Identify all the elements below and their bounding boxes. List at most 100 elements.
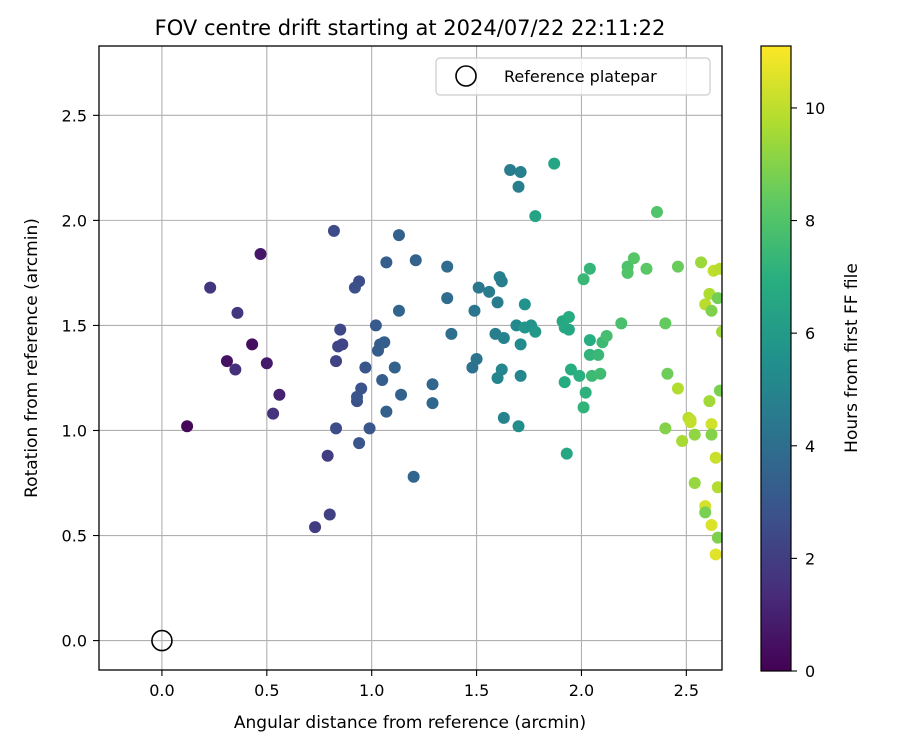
- data-point: [309, 521, 322, 534]
- data-point: [560, 447, 573, 460]
- x-tick-label: 0.5: [254, 681, 279, 700]
- data-point: [334, 323, 347, 336]
- reference-marker-layer: [151, 629, 173, 652]
- data-point: [703, 395, 716, 408]
- scatter-points: [181, 157, 722, 561]
- data-point: [330, 355, 343, 368]
- colorbar-tick-label: 10: [805, 99, 825, 118]
- data-point: [445, 327, 458, 340]
- y-tick-label: 0.0: [62, 632, 87, 651]
- x-tick-label: 1.5: [464, 681, 489, 700]
- data-point: [615, 317, 628, 330]
- data-point: [711, 531, 722, 544]
- data-point: [514, 166, 527, 179]
- chart-title: FOV centre drift starting at 2024/07/22 …: [155, 16, 666, 40]
- y-axis-label: Rotation from reference (arcmin): [22, 218, 42, 498]
- colorbar: 0 2 4 6 8 10 Hours from first FF file: [760, 45, 862, 681]
- colorbar-tick-label: 8: [805, 212, 815, 231]
- data-point: [671, 260, 684, 273]
- data-point: [321, 449, 334, 462]
- data-point: [688, 428, 701, 441]
- colorbar-tick-label: 0: [805, 662, 815, 681]
- data-point: [705, 304, 718, 317]
- colorbar-gradient: [760, 45, 792, 672]
- y-tick-label: 1.0: [62, 421, 87, 440]
- data-point: [705, 418, 718, 431]
- data-point: [181, 420, 194, 433]
- x-tick-label: 0.0: [149, 681, 174, 700]
- data-point: [514, 369, 527, 382]
- data-point: [504, 163, 517, 176]
- data-point: [392, 229, 405, 242]
- colorbar-ticks: 0 2 4 6 8 10: [791, 99, 825, 681]
- data-point: [229, 363, 242, 376]
- data-point: [497, 332, 510, 345]
- data-point: [577, 273, 590, 286]
- data-point: [659, 317, 672, 330]
- data-point: [548, 157, 561, 170]
- data-point: [441, 292, 454, 305]
- x-tick-label: 2.5: [674, 681, 699, 700]
- data-point: [659, 422, 672, 435]
- data-point: [713, 384, 722, 397]
- data-point: [246, 338, 259, 351]
- data-point: [327, 224, 340, 237]
- data-point: [592, 348, 605, 361]
- x-tick-label: 2.0: [569, 681, 594, 700]
- data-point: [514, 338, 527, 351]
- data-point: [231, 306, 244, 319]
- colorbar-label: Hours from first FF file: [842, 263, 862, 453]
- data-point: [640, 262, 653, 275]
- colorbar-tick-label: 2: [805, 549, 815, 568]
- data-point: [562, 323, 575, 336]
- data-point: [380, 256, 393, 269]
- data-point: [426, 397, 439, 410]
- y-tick-label: 2.0: [62, 211, 87, 230]
- data-point: [204, 281, 217, 294]
- data-point: [699, 506, 712, 519]
- data-point: [650, 205, 663, 218]
- data-point: [564, 363, 577, 376]
- y-tick-label: 0.5: [62, 527, 87, 546]
- y-axis-ticks: 0.0 0.5 1.0 1.5 2.0 2.5: [62, 106, 99, 651]
- data-point: [711, 481, 722, 494]
- data-point: [336, 338, 349, 351]
- data-point: [713, 262, 722, 275]
- data-point: [709, 451, 722, 464]
- data-point: [388, 361, 401, 374]
- x-tick-label: 1.0: [359, 681, 384, 700]
- data-point: [684, 416, 697, 429]
- data-point: [359, 361, 372, 374]
- data-point: [705, 519, 718, 532]
- data-point: [254, 248, 267, 260]
- data-point: [468, 304, 481, 317]
- data-point: [409, 254, 422, 267]
- data-point: [716, 325, 722, 338]
- plot-frame: [98, 45, 723, 671]
- data-point: [558, 376, 571, 389]
- data-point: [579, 386, 592, 399]
- legend: Reference platepar: [435, 57, 711, 96]
- data-point: [491, 296, 504, 309]
- data-point: [483, 285, 496, 298]
- data-point: [711, 292, 722, 305]
- grid: [99, 46, 722, 670]
- data-point: [348, 281, 361, 294]
- data-point: [562, 311, 575, 324]
- data-point: [709, 548, 722, 561]
- data-point: [705, 428, 718, 441]
- data-point: [378, 336, 391, 349]
- data-point: [380, 405, 393, 418]
- data-point: [695, 256, 708, 269]
- data-point: [676, 434, 689, 447]
- data-point: [512, 420, 525, 433]
- data-point: [512, 180, 525, 193]
- colorbar-tick-label: 4: [805, 437, 815, 456]
- data-point: [671, 382, 684, 395]
- data-point: [661, 367, 674, 380]
- reference-platepar-marker: [151, 629, 173, 652]
- x-axis-ticks: 0.0 0.5 1.0 1.5 2.0 2.5: [149, 670, 699, 700]
- data-point: [495, 363, 508, 376]
- data-point: [495, 275, 508, 288]
